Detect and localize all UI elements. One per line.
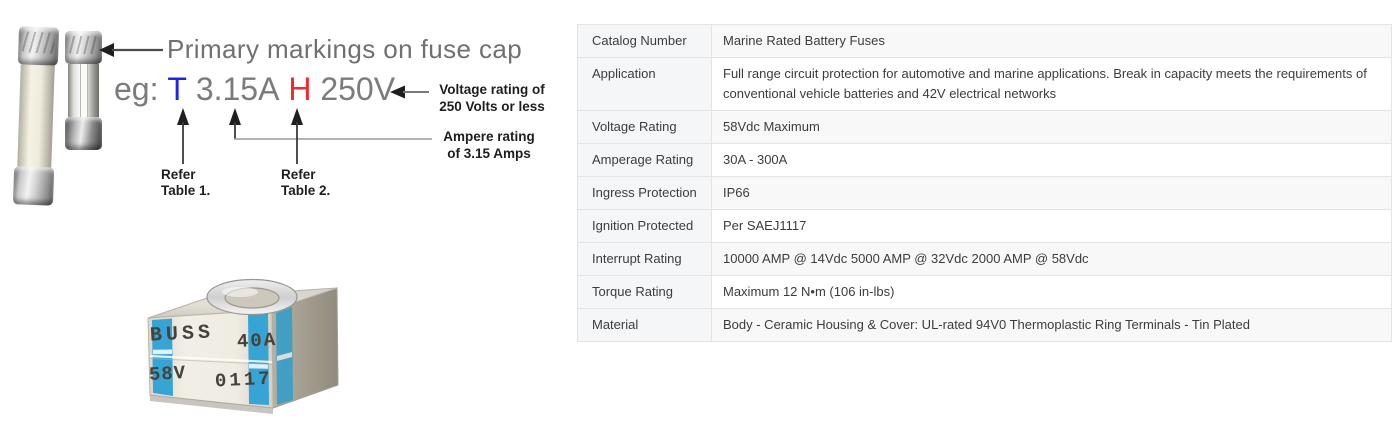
spec-value: IP66 (711, 176, 1392, 210)
example-amperage: 3.15A (195, 71, 280, 107)
fuse-brand-marking: BUSS (149, 321, 215, 348)
arrow-refer-table-1 (177, 108, 189, 164)
glass-fuse-image (65, 31, 102, 150)
fuse-cap-top (65, 31, 102, 64)
ampere-note-line1: Ampere rating (443, 129, 535, 144)
battery-fuse-image: BUSS 40A 58V 0117 (140, 268, 345, 440)
fuse-date-code-marking: 0117 (214, 367, 274, 393)
spec-value: 10000 AMP @ 14Vdc 5000 AMP @ 32Vdc 2000 … (711, 242, 1392, 276)
cube-base-shadow (150, 395, 273, 414)
fuse-voltage-marking: 58V (148, 362, 187, 386)
voltage-rating-note: Voltage rating of 250 Volts or less (428, 81, 556, 115)
refer-1-line1: Refer (161, 167, 196, 182)
fuse-marking-diagram: Primary markings on fuse cap eg: T 3.15A… (0, 0, 600, 250)
housing-seam (149, 354, 273, 365)
spec-table: Catalog Number Marine Rated Battery Fuse… (577, 24, 1392, 342)
table-row: Interrupt Rating 10000 AMP @ 14Vdc 5000 … (577, 242, 1392, 276)
fuse-cap-bottom (12, 166, 55, 206)
spec-label: Voltage Rating (577, 110, 712, 144)
fuse-body (17, 64, 55, 168)
voltage-note-line1: Voltage rating of (439, 82, 545, 97)
fuse-cap-top (17, 26, 60, 66)
spec-value: Full range circuit protection for automo… (711, 57, 1392, 111)
spec-value: 58Vdc Maximum (711, 110, 1392, 144)
ampere-rating-note: Ampere rating of 3.15 Amps (428, 128, 550, 162)
refer-table-2-label: Refer Table 2. (281, 167, 330, 199)
spec-label: Material (577, 308, 712, 342)
voltage-note-line2: 250 Volts or less (439, 99, 545, 114)
arrow-ampere-note (229, 108, 432, 140)
refer-1-line2: Table 1. (161, 183, 211, 198)
table-row: Catalog Number Marine Rated Battery Fuse… (577, 24, 1392, 58)
refer-table-1-label: Refer Table 1. (161, 167, 210, 199)
spec-value: Per SAEJ1117 (711, 209, 1392, 243)
spec-value: Maximum 12 N•m (106 in-lbs) (711, 275, 1392, 309)
spec-label: Ingress Protection (577, 176, 712, 210)
spec-value: 30A - 300A (711, 143, 1392, 177)
spec-label: Interrupt Rating (577, 242, 712, 276)
table-row: Ignition Protected Per SAEJ1117 (577, 209, 1392, 243)
fuse-amperage-marking: 40A (236, 328, 278, 354)
fuse-cap-bottom (65, 117, 102, 150)
spec-value: Body - Ceramic Housing & Cover: UL-rated… (711, 308, 1392, 342)
refer-2-line1: Refer (281, 167, 316, 182)
table-row: Application Full range circuit protectio… (577, 57, 1392, 111)
arrow-voltage-note (390, 85, 429, 99)
spec-value: Marine Rated Battery Fuses (711, 24, 1392, 58)
refer-2-line2: Table 2. (281, 183, 331, 198)
spec-label: Application (577, 57, 712, 111)
table-row: Amperage Rating 30A - 300A (577, 143, 1392, 177)
arrow-refer-table-2 (291, 108, 303, 164)
example-voltage-code: H (288, 71, 312, 107)
spec-label: Catalog Number (577, 24, 712, 58)
table-row: Material Body - Ceramic Housing & Cover:… (577, 308, 1392, 342)
ring-terminal (206, 278, 298, 316)
spec-label: Amperage Rating (577, 143, 712, 177)
example-voltage: 250V (320, 71, 396, 107)
front-terminal-stripes (152, 311, 269, 405)
battery-fuse-cube (147, 278, 339, 414)
table-row: Voltage Rating 58Vdc Maximum (577, 110, 1392, 144)
fuse-body (68, 64, 99, 117)
fuse-code-example: eg: T 3.15A H 250V (114, 71, 395, 108)
primary-markings-label: Primary markings on fuse cap (167, 34, 523, 64)
table-row: Ingress Protection IP66 (577, 176, 1392, 210)
spec-label: Ignition Protected (577, 209, 712, 243)
ceramic-fuse-image (12, 26, 60, 206)
spec-label: Torque Rating (577, 275, 712, 309)
arrow-primary-markings (99, 43, 163, 57)
example-type-code: T (167, 71, 187, 107)
table-row: Torque Rating Maximum 12 N•m (106 in-lbs… (577, 275, 1392, 309)
ampere-note-line2: of 3.15 Amps (447, 146, 531, 161)
example-prefix: eg: (114, 71, 159, 107)
